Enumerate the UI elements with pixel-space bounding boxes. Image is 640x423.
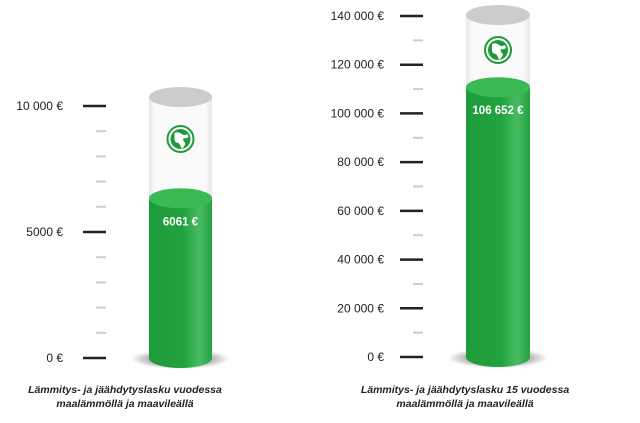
cylinder-cap: [466, 5, 530, 25]
globe-continents: [492, 43, 506, 60]
tick-label: 10 000 €: [16, 99, 63, 113]
tick-label: 100 000 €: [331, 106, 385, 120]
caption-right: Lämmitys- ja jäähdytyslasku 15 vuodessa …: [345, 383, 585, 411]
caption-left-line1: Lämmitys- ja jäähdytyslasku vuodessa: [28, 384, 222, 396]
tick-label: 5000 €: [26, 225, 63, 239]
tick-label: 120 000 €: [331, 58, 385, 72]
tick-label: 20 000 €: [337, 301, 384, 315]
value-label: 106 652 €: [472, 105, 524, 117]
globe-ring: [484, 36, 512, 64]
tick-label: 60 000 €: [337, 204, 384, 218]
tick-label: 80 000 €: [337, 155, 384, 169]
caption-right-line2: maalämmöllä ja maavileällä: [396, 398, 534, 410]
cylinder-fill: [466, 87, 530, 367]
cylinder-fill: [149, 198, 212, 368]
caption-left-line2: maalämmöllä ja maavileällä: [56, 398, 194, 410]
fill-surface: [466, 77, 530, 98]
caption-left: Lämmitys- ja jäähdytyslasku vuodessa maa…: [20, 383, 230, 411]
cylinder-cap: [149, 87, 212, 107]
chart-2: 0 € 20 000 € 40 000 € 60 000 € 80 000 € 100 0…: [331, 5, 548, 368]
tick-label: 40 000 €: [337, 253, 384, 267]
value-label: 6061 €: [163, 216, 199, 228]
tick-label: 0 €: [367, 350, 384, 364]
globe-continents: [174, 132, 189, 149]
fill-surface: [149, 188, 212, 209]
chart-1: 0 € 5000 € 10 000 € 6061 €: [16, 87, 230, 369]
caption-right-line1: Lämmitys- ja jäähdytyslasku 15 vuodessa: [360, 384, 570, 396]
globe-icon: [166, 125, 195, 153]
tick-label: 140 000 €: [331, 9, 385, 23]
globe-ring: [166, 125, 195, 153]
tick-label: 0 €: [46, 351, 63, 365]
globe-icon: [484, 36, 512, 64]
